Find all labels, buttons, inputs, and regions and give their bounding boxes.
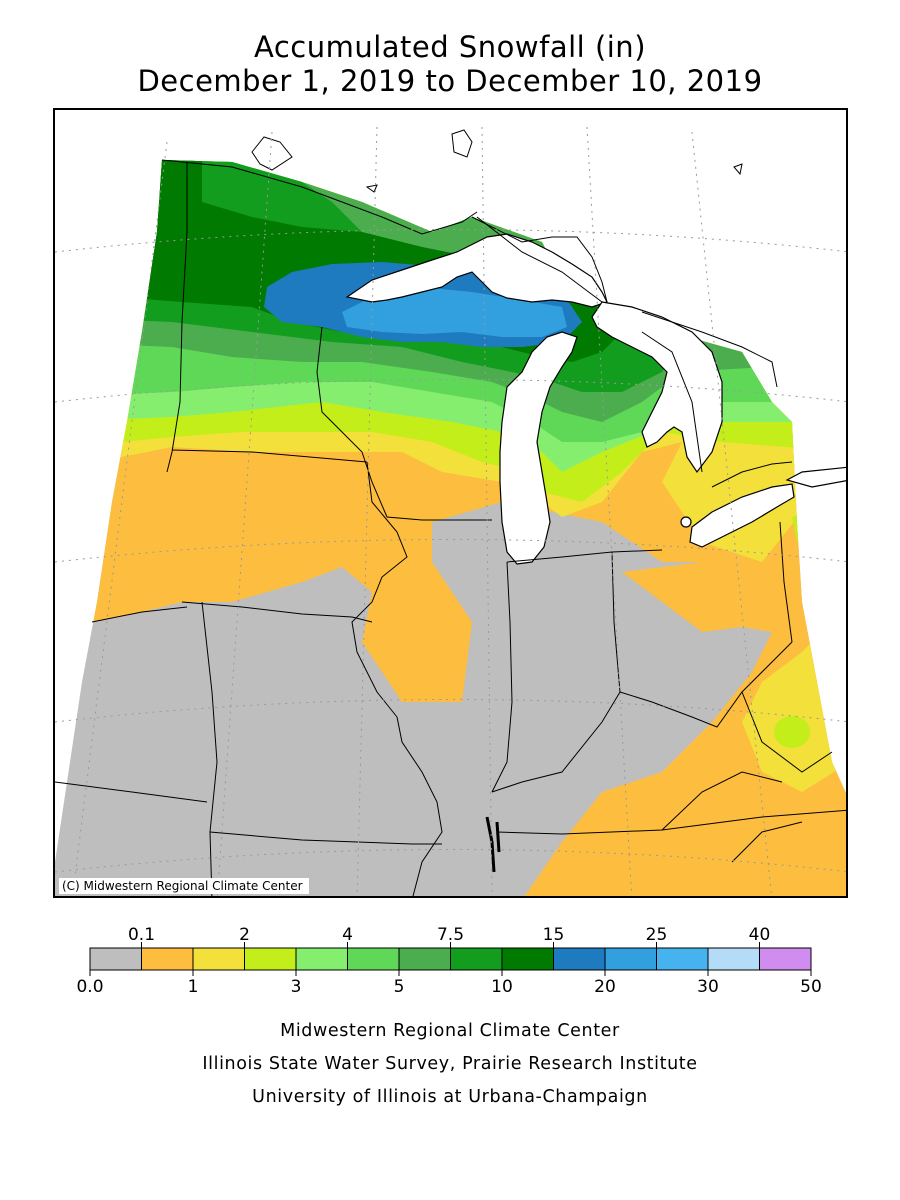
legend-bottom-label: 5	[394, 977, 405, 997]
legend-box	[192, 947, 245, 971]
lake-huron	[591, 301, 723, 474]
legend-box	[553, 947, 606, 971]
legend-box	[244, 947, 297, 971]
lake-superior	[345, 233, 608, 308]
legend-color-boxes	[89, 942, 812, 976]
reservoirs	[485, 816, 501, 873]
legend-bottom-label: 10	[491, 977, 513, 997]
credit-mrcc: Midwestern Regional Climate Center	[280, 1021, 620, 1041]
legend-box	[141, 947, 194, 971]
legend-top-label: 25	[646, 925, 668, 945]
legend-box	[656, 947, 709, 971]
map-date-range: December 1, 2019 to December 10, 2019	[137, 64, 763, 98]
legend-box	[759, 947, 812, 971]
legend-bottom-label: 20	[594, 977, 616, 997]
legend-box	[707, 947, 760, 971]
map-title: Accumulated Snowfall (in)	[253, 30, 647, 64]
graticule	[55, 126, 846, 896]
legend-top-label: 0.1	[128, 925, 155, 945]
map-copyright: (C) Midwestern Regional Climate Center	[59, 878, 309, 894]
legend-bottom-label: 1	[188, 977, 199, 997]
lake-st-clair	[680, 516, 692, 528]
legend-box	[295, 947, 348, 971]
legend-box	[604, 947, 657, 971]
lake-ontario	[785, 466, 846, 488]
legend-bottom-labels: 0.0 1 3 5 10 20 30 50	[76, 977, 821, 997]
credit-uiuc: University of Illinois at Urbana-Champai…	[252, 1087, 648, 1107]
canada-outline	[161, 129, 793, 488]
band-20-25	[342, 287, 567, 337]
lake-erie	[689, 483, 795, 548]
snowfall-map: (C) Midwestern Regional Climate Center	[53, 108, 848, 898]
map-canvas	[55, 110, 846, 896]
lake-michigan	[499, 331, 578, 565]
legend-box	[501, 947, 554, 971]
legend-top-label: 40	[749, 925, 771, 945]
legend-box	[398, 947, 451, 971]
legend-top-labels: 0.1 2 4 7.5 15 25 40	[128, 925, 770, 945]
legend-bottom-label: 3	[291, 977, 302, 997]
great-lakes	[345, 233, 846, 565]
band-2-3-spot	[774, 716, 810, 748]
color-legend: 0.1 2 4 7.5 15 25 40 0.0 1 3 5 10 20 30 50	[76, 925, 821, 997]
credit-isws: Illinois State Water Survey, Prairie Res…	[202, 1054, 698, 1074]
legend-top-label: 4	[342, 925, 353, 945]
band-0.1-1-east	[522, 522, 846, 896]
legend-top-label: 2	[239, 925, 250, 945]
legend-box	[450, 947, 503, 971]
legend-bottom-label: 0.0	[76, 977, 103, 997]
legend-bottom-label: 50	[800, 977, 822, 997]
legend-top-label: 7.5	[437, 925, 464, 945]
legend-bottom-label: 30	[697, 977, 719, 997]
state-boundaries	[55, 162, 846, 896]
legend-box	[89, 947, 142, 971]
legend-box	[347, 947, 400, 971]
legend-top-label: 15	[543, 925, 565, 945]
